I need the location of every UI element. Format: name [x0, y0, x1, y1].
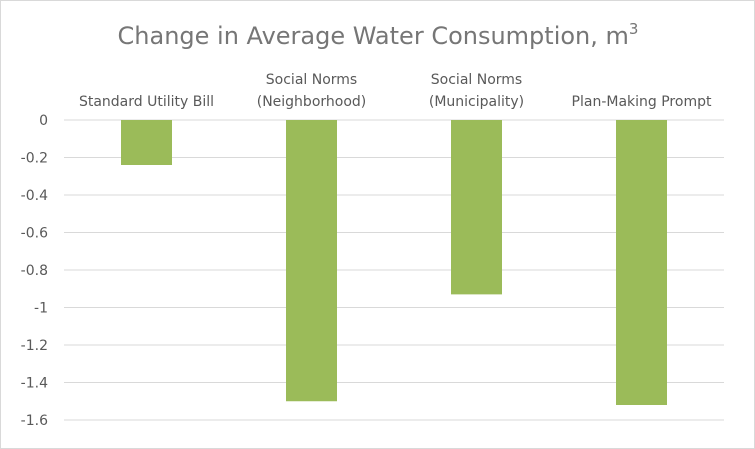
y-tick-label: -1.2	[21, 338, 48, 354]
y-tick-label: -0.4	[21, 188, 48, 204]
y-tick-label: -0.6	[21, 226, 48, 242]
category-label: (Neighborhood)	[257, 94, 367, 110]
chart-title: Change in Average Water Consumption, m3	[118, 20, 639, 50]
category-label: Plan-Making Prompt	[572, 94, 712, 110]
bar	[451, 120, 502, 295]
y-tick-label: -1.6	[21, 413, 48, 429]
y-tick-label: 0	[39, 113, 48, 129]
bars-layer	[121, 120, 667, 405]
category-labels: Standard Utility Bill Social Norms (Neighb…	[79, 72, 712, 110]
y-axis-ticks: 0 -0.2 -0.4 -0.6 -0.8 -1 -1.2 -1.4 -1.6	[21, 113, 48, 429]
category-label: Social Norms	[266, 72, 357, 88]
y-tick-label: -1	[34, 301, 48, 317]
category-label: (Municipality)	[429, 94, 524, 110]
grid-layer	[64, 119, 724, 421]
bar	[286, 120, 337, 402]
y-tick-label: -0.8	[21, 263, 48, 279]
category-label: Social Norms	[431, 72, 522, 88]
y-tick-label: -0.2	[21, 151, 48, 167]
chart-title-superscript: 3	[629, 20, 639, 38]
bar	[121, 120, 172, 165]
y-tick-label: -1.4	[21, 376, 48, 392]
bar	[616, 120, 667, 405]
chart-title-text: Change in Average Water Consumption, m	[118, 22, 629, 50]
category-label: Standard Utility Bill	[79, 94, 214, 110]
